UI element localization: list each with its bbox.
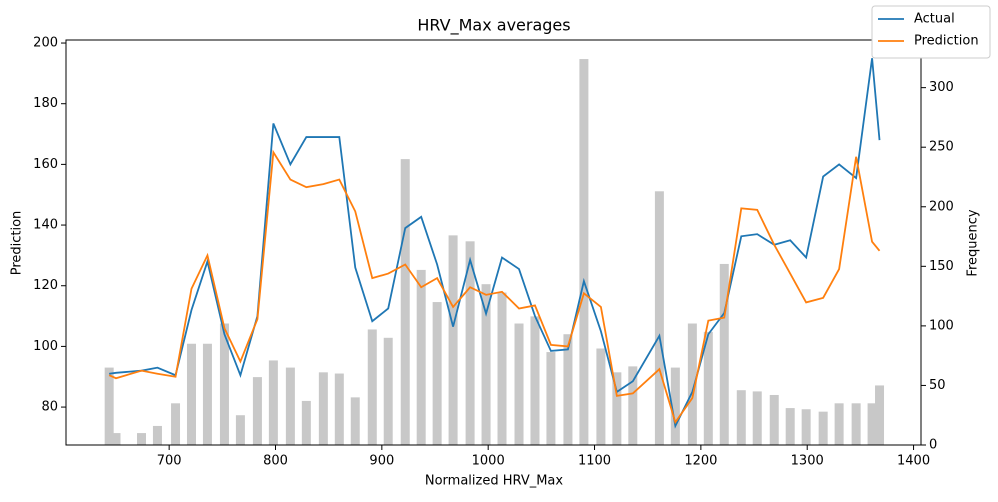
bar <box>769 394 779 445</box>
line <box>109 58 881 429</box>
y-tick-label: 200 <box>33 36 58 51</box>
bar <box>628 366 638 445</box>
bar <box>350 397 360 445</box>
legend-label: Prediction <box>914 34 979 49</box>
bar <box>514 323 524 445</box>
y-axis-label: Prediction <box>10 211 25 276</box>
y2-tick-label: 150 <box>929 259 954 274</box>
bar <box>563 334 573 445</box>
bar <box>432 302 442 445</box>
x-tick-label: 1000 <box>472 454 505 469</box>
bar <box>579 59 589 445</box>
bar <box>252 377 262 445</box>
x-tick-label: 700 <box>157 454 182 469</box>
y2-tick-label: 200 <box>929 199 954 214</box>
x-tick-label: 1400 <box>897 454 930 469</box>
y2-tick-label: 250 <box>929 140 954 155</box>
x-tick-label: 1200 <box>684 454 717 469</box>
bar <box>654 191 664 445</box>
bar <box>268 360 278 445</box>
bar <box>400 159 410 445</box>
bar <box>752 391 762 445</box>
chart-title: HRV_Max averages <box>417 16 570 36</box>
y-tick-label: 160 <box>33 157 58 172</box>
plot-frame <box>65 39 922 446</box>
bar <box>171 403 181 445</box>
y2-axis-label: Frequency <box>966 209 981 276</box>
bar <box>318 372 328 445</box>
bar <box>719 263 729 445</box>
y2-tick-label: 300 <box>929 80 954 95</box>
bar <box>851 403 861 445</box>
y-tick-label: 120 <box>33 278 58 293</box>
bar <box>111 433 121 445</box>
bar <box>137 433 147 445</box>
y2-tick-label: 50 <box>929 378 946 393</box>
bar <box>546 352 556 445</box>
bar <box>875 385 885 445</box>
y-tick-label: 140 <box>33 218 58 233</box>
bar <box>152 425 162 445</box>
bar <box>801 409 811 445</box>
bar <box>202 343 212 445</box>
bar <box>219 323 229 445</box>
bar <box>867 403 877 445</box>
bar <box>416 269 426 445</box>
bar <box>367 329 377 445</box>
x-tick-label: 1300 <box>791 454 824 469</box>
x-tick-label: 900 <box>369 454 394 469</box>
bar <box>334 373 344 445</box>
x-axis-label: Normalized HRV_Max <box>425 474 564 489</box>
bar <box>104 367 114 445</box>
y2-tick-label: 100 <box>929 318 954 333</box>
bar <box>687 323 697 445</box>
x-tick-label: 1100 <box>578 454 611 469</box>
bar <box>235 415 245 445</box>
x-tick-label: 800 <box>263 454 288 469</box>
bar <box>818 411 828 445</box>
bar <box>670 367 680 445</box>
bar <box>703 331 713 445</box>
y-tick-label: 180 <box>33 96 58 111</box>
bar <box>736 390 746 445</box>
bar <box>785 408 795 445</box>
bar <box>497 292 507 445</box>
bar <box>596 348 606 445</box>
bar <box>465 241 475 445</box>
bar <box>186 343 196 445</box>
line <box>108 149 881 425</box>
bar <box>301 400 311 445</box>
legend-label: Actual <box>914 12 955 27</box>
y-tick-label: 100 <box>33 339 58 354</box>
bar <box>481 284 491 445</box>
y-tick-label: 80 <box>41 400 58 415</box>
bar <box>383 337 393 445</box>
y2-tick-label: 0 <box>929 438 937 453</box>
bar <box>834 403 844 445</box>
bar <box>612 372 622 445</box>
bar <box>285 367 295 445</box>
bar <box>448 235 458 445</box>
bar <box>530 316 540 445</box>
